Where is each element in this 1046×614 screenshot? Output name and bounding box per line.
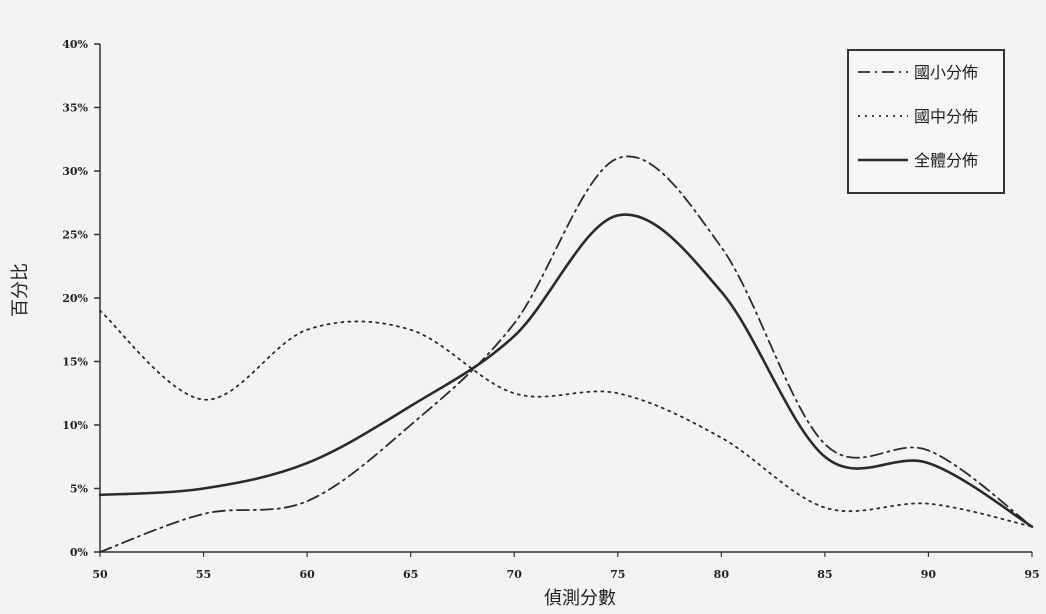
legend-label-1: 國小分佈 — [914, 63, 978, 82]
x-tick-label: 95 — [1024, 568, 1039, 581]
x-tick-label: 65 — [403, 568, 418, 581]
y-tick-label: 35% — [62, 102, 88, 115]
y-tick-label: 10% — [62, 419, 88, 432]
series-line-1 — [99, 155, 1033, 553]
series-lines — [98, 155, 1034, 553]
y-tick-label: 40% — [62, 38, 88, 51]
legend-label-3: 全體分佈 — [914, 151, 978, 170]
x-tick-label: 90 — [921, 568, 937, 581]
x-tick-label: 60 — [299, 568, 315, 581]
y-axis-title: 百分比 — [10, 263, 31, 317]
legend-label-2: 國中分佈 — [914, 107, 978, 126]
x-tick-label: 50 — [92, 568, 108, 581]
x-tick-label: 75 — [610, 568, 625, 581]
legend-box — [847, 49, 1005, 194]
x-tick-label: 55 — [196, 568, 211, 581]
x-axis-title: 偵測分數 — [544, 588, 616, 609]
x-tick-label: 70 — [507, 568, 523, 581]
x-tick-label: 80 — [714, 568, 730, 581]
series-line-3 — [98, 213, 1034, 528]
y-tick-label: 25% — [62, 229, 88, 242]
y-tick-label: 20% — [62, 292, 88, 305]
tick-labels: 0% 5% 10% 15% 20% 25% 30% 35% 40% 50 55 60 65 70 75 80 8… — [62, 38, 1039, 581]
y-tick-label: 5% — [70, 483, 89, 496]
series-line-2 — [99, 309, 1033, 528]
y-tick-label: 30% — [62, 165, 88, 178]
y-tick-label: 0% — [70, 546, 89, 559]
x-tick-label: 85 — [817, 568, 832, 581]
y-tick-label: 15% — [62, 356, 88, 369]
